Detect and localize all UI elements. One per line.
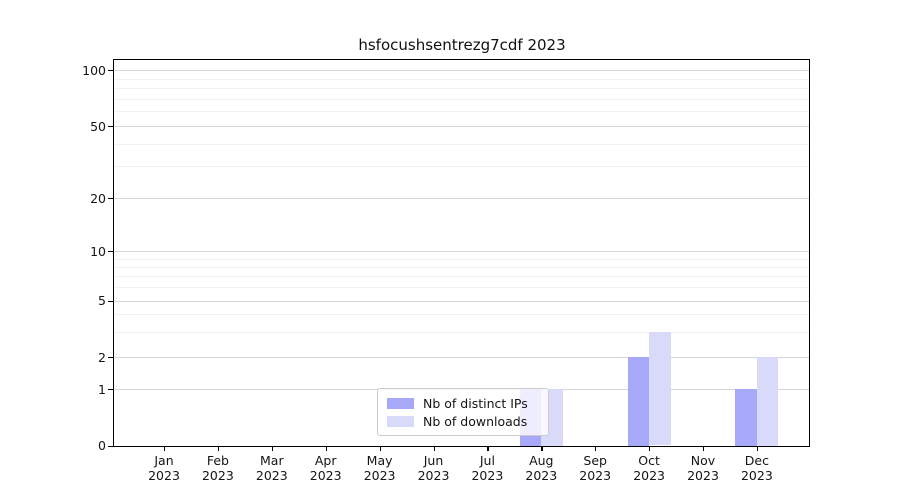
x-tick-label-line: May [366,453,393,468]
x-tick-label-line: Nov [690,453,716,468]
x-tick-label-line: 2023 [471,468,504,483]
gridline-minor-8 [114,266,810,268]
legend-item-downloads: Nb of downloads [387,413,539,429]
x-tick-may-2023 [379,446,381,451]
bar-nb-of-downloads-oct-2023 [649,331,671,446]
gridline-minor-90 [114,78,810,80]
x-tick-label-may-2023: May 2023 [348,453,412,483]
x-tick-label-line: 2023 [363,468,396,483]
y-tick-label-0: 0 [98,438,106,453]
x-tick-label-line: Oct [638,453,660,468]
legend-label-distinct-ips: Nb of distinct IPs [423,395,528,411]
x-tick-label-feb-2023: Feb 2023 [186,453,250,483]
x-tick-label-jul-2023: Jul 2023 [455,453,519,483]
gridline-minor-60 [114,111,810,113]
x-tick-label-line: Apr [314,453,337,468]
x-tick-label-apr-2023: Apr 2023 [294,453,358,483]
gridline-major-2 [114,357,810,358]
bar-nb-of-downloads-dec-2023 [756,357,779,446]
y-tick-label-20: 20 [90,190,106,206]
x-tick-mar-2023 [271,446,274,451]
y-tick-100 [108,70,113,72]
x-tick-label-line: 2023 [525,468,558,483]
y-tick-label-2: 2 [98,349,106,365]
x-tick-label-line: Mar [260,453,284,468]
legend-label-downloads: Nb of downloads [423,413,528,429]
x-tick-label-jun-2023: Jun 2023 [402,453,466,483]
x-tick-label-line: 2023 [687,468,719,483]
x-tick-label-line: 2023 [148,468,180,483]
x-tick-label-line: Feb [206,453,229,468]
y-tick-1 [108,389,113,391]
gridline-minor-7 [114,276,810,278]
x-tick-label-line: Dec [744,453,769,468]
legend-item-distinct-ips: Nb of distinct IPs [387,395,539,411]
x-tick-nov-2023 [703,446,705,451]
y-tick-label-100: 100 [82,62,106,78]
x-tick-label-line: 2023 [255,468,288,483]
gridline-minor-9 [114,258,810,260]
x-tick-sep-2023 [595,446,597,451]
x-tick-label-sep-2023: Sep 2023 [563,453,627,483]
x-tick-label-line: Jul [479,453,495,468]
bar-nb-of-distinct-ips-oct-2023 [627,357,650,446]
x-tick-label-line: Jan [154,453,174,468]
gridline-minor-4 [114,314,810,316]
y-tick-label-10: 10 [90,243,106,259]
gridline-minor-70 [114,98,810,100]
x-tick-oct-2023 [649,446,651,451]
gridline-minor-3 [114,331,810,333]
x-tick-label-line: 2023 [417,468,450,483]
x-tick-aug-2023 [541,446,543,451]
y-tick-0 [108,445,113,447]
bar-nb-of-distinct-ips-dec-2023 [735,389,757,446]
x-tick-label-jan-2023: Jan 2023 [132,453,196,483]
x-tick-label-line: 2023 [633,468,665,483]
legend-swatch-downloads-icon [387,415,414,427]
y-tick-2 [108,357,113,359]
y-tick-label-50: 50 [90,118,106,134]
y-tick-50 [108,126,113,128]
x-tick-label-line: Sep [583,453,607,468]
x-tick-label-line: 2023 [579,468,612,483]
gridline-major-10 [114,251,810,252]
y-tick-5 [108,300,113,302]
x-tick-apr-2023 [325,446,327,451]
x-tick-label-aug-2023: Aug 2023 [509,453,573,483]
gridline-minor-40 [114,143,810,145]
x-tick-feb-2023 [217,446,220,451]
y-tick-label-1: 1 [98,381,106,397]
x-tick-label-nov-2023: Nov 2023 [671,453,735,483]
x-tick-label-line: Aug [529,453,554,468]
y-tick-20 [108,198,113,200]
gridline-minor-30 [114,166,810,168]
x-tick-label-line: 2023 [309,468,342,483]
x-tick-jan-2023 [164,446,166,451]
x-tick-jul-2023 [487,446,489,451]
x-tick-label-line: 2023 [201,468,234,483]
x-tick-dec-2023 [756,446,759,451]
x-tick-label-line: 2023 [740,468,773,483]
chart-title: hsfocushsentrezg7cdf 2023 [358,36,566,54]
gridline-minor-80 [114,88,810,90]
gridline-major-100 [114,70,810,71]
x-tick-label-mar-2023: Mar 2023 [240,453,304,483]
legend-swatch-distinct-ips-icon [387,397,414,409]
gridline-major-5 [114,300,810,302]
gridline-major-50 [114,126,810,127]
gridline-minor-6 [114,287,810,289]
legend: Nb of distinct IPs Nb of downloads [377,388,549,436]
x-tick-label-line: Jun [423,453,444,468]
x-tick-label-dec-2023: Dec 2023 [725,453,789,483]
x-tick-jun-2023 [433,446,435,451]
gridline-major-20 [114,198,810,199]
x-tick-label-oct-2023: Oct 2023 [617,453,681,483]
y-tick-10 [108,251,113,253]
y-tick-label-5: 5 [98,293,106,308]
